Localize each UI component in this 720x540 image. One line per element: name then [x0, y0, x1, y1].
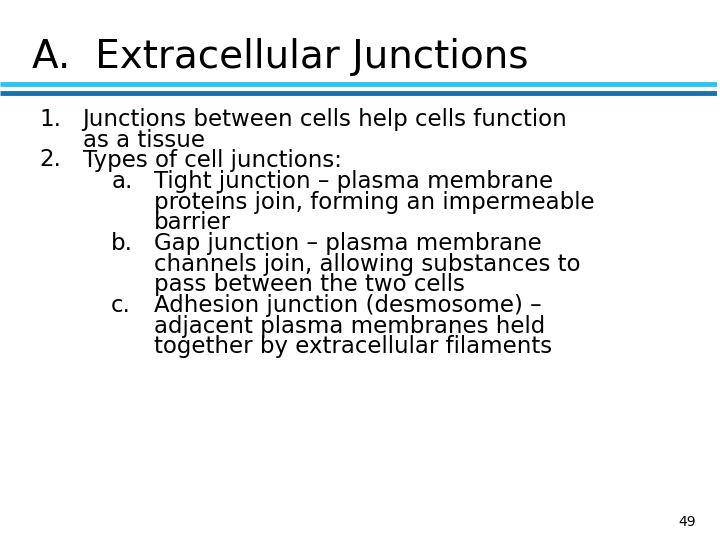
Text: barrier: barrier: [154, 211, 231, 234]
Text: Junctions between cells help cells function: Junctions between cells help cells funct…: [83, 108, 567, 131]
Text: adjacent plasma membranes held: adjacent plasma membranes held: [154, 315, 546, 338]
Text: together by extracellular filaments: together by extracellular filaments: [154, 335, 552, 359]
Text: Adhesion junction (desmosome) –: Adhesion junction (desmosome) –: [154, 294, 542, 318]
Text: proteins join, forming an impermeable: proteins join, forming an impermeable: [154, 191, 595, 214]
Text: as a tissue: as a tissue: [83, 129, 204, 152]
Text: channels join, allowing substances to: channels join, allowing substances to: [154, 253, 581, 276]
Text: 2.: 2.: [40, 148, 61, 172]
Text: b.: b.: [111, 232, 133, 255]
Text: Tight junction – plasma membrane: Tight junction – plasma membrane: [154, 170, 554, 193]
Text: Gap junction – plasma membrane: Gap junction – plasma membrane: [154, 232, 542, 255]
Text: A.  Extracellular Junctions: A. Extracellular Junctions: [32, 38, 528, 76]
Text: a.: a.: [111, 170, 132, 193]
Text: c.: c.: [111, 294, 131, 318]
Text: 49: 49: [678, 515, 696, 529]
Text: 1.: 1.: [40, 108, 61, 131]
Text: pass between the two cells: pass between the two cells: [154, 273, 465, 296]
Text: Types of cell junctions:: Types of cell junctions:: [83, 148, 341, 172]
